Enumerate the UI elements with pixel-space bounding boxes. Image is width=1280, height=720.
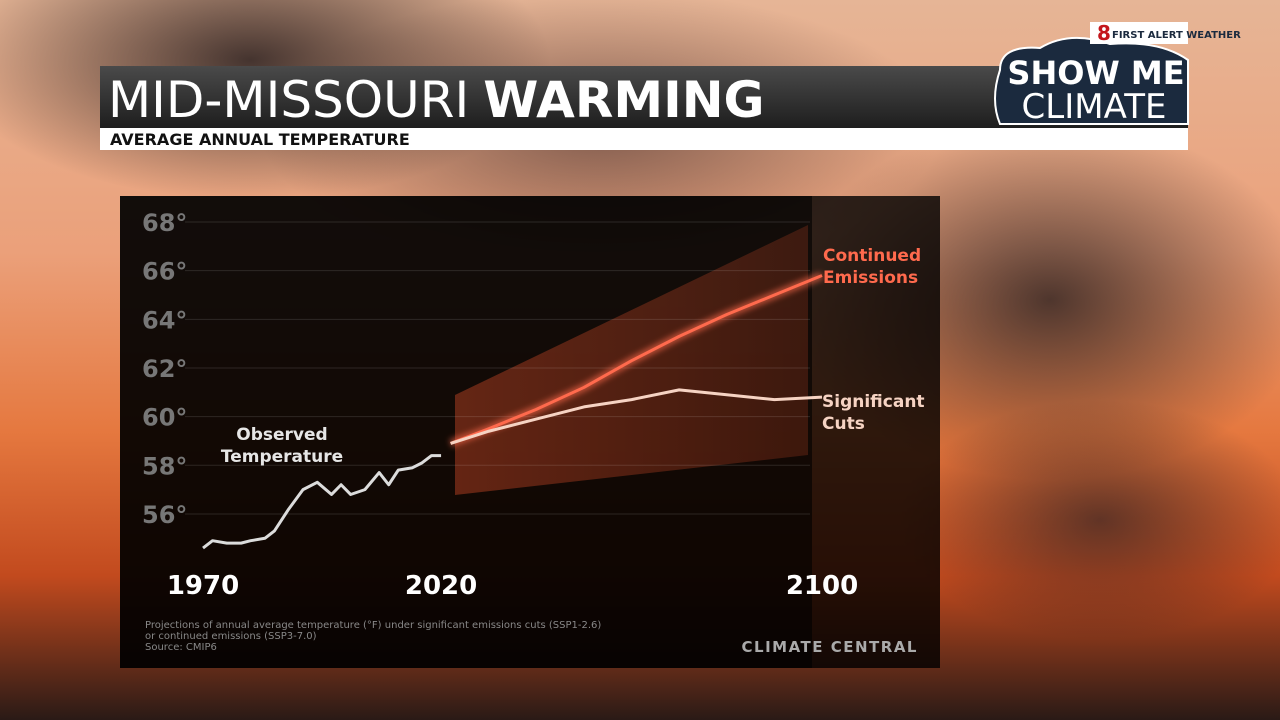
y-tick-label: 68° xyxy=(142,209,187,237)
logo-badge xyxy=(1090,22,1188,44)
y-tick-label: 60° xyxy=(142,404,187,432)
subtitle-bar xyxy=(100,128,1188,150)
line xyxy=(450,274,823,445)
note: Source: CMIP6 xyxy=(145,642,217,653)
title: MID-MISSOURI xyxy=(108,71,469,129)
logo-show-me: SHOW ME xyxy=(1007,54,1184,92)
series-label: Significant Cuts xyxy=(822,392,925,434)
logo-channel: 8 xyxy=(1097,21,1111,45)
logo-brand: FIRST ALERT WEATHER xyxy=(1112,30,1241,41)
title-bold: WARMING xyxy=(483,71,764,129)
line xyxy=(202,454,442,550)
credit: CLIMATE CENTRAL xyxy=(742,638,918,656)
y-tick-label: 64° xyxy=(142,306,187,334)
x-tick-label: 1970 xyxy=(167,571,239,601)
y-tick-label: 56° xyxy=(142,501,187,529)
series-label: Observed Temperature xyxy=(220,425,344,467)
logo-climate: CLIMATE xyxy=(1022,87,1167,127)
series-label: Continued Emissions xyxy=(823,246,922,288)
y-tick-label: 58° xyxy=(142,452,187,480)
y-tick-label: 66° xyxy=(142,258,187,286)
y-tick-label: 62° xyxy=(142,355,187,383)
note: or continued emissions (SSP3-7.0) xyxy=(145,631,317,642)
note: Projections of annual average temperatur… xyxy=(145,620,601,631)
x-tick-label: 2020 xyxy=(405,571,477,601)
x-tick-label: 2100 xyxy=(786,571,858,601)
line xyxy=(450,388,823,445)
subtitle: AVERAGE ANNUAL TEMPERATURE xyxy=(110,130,410,149)
